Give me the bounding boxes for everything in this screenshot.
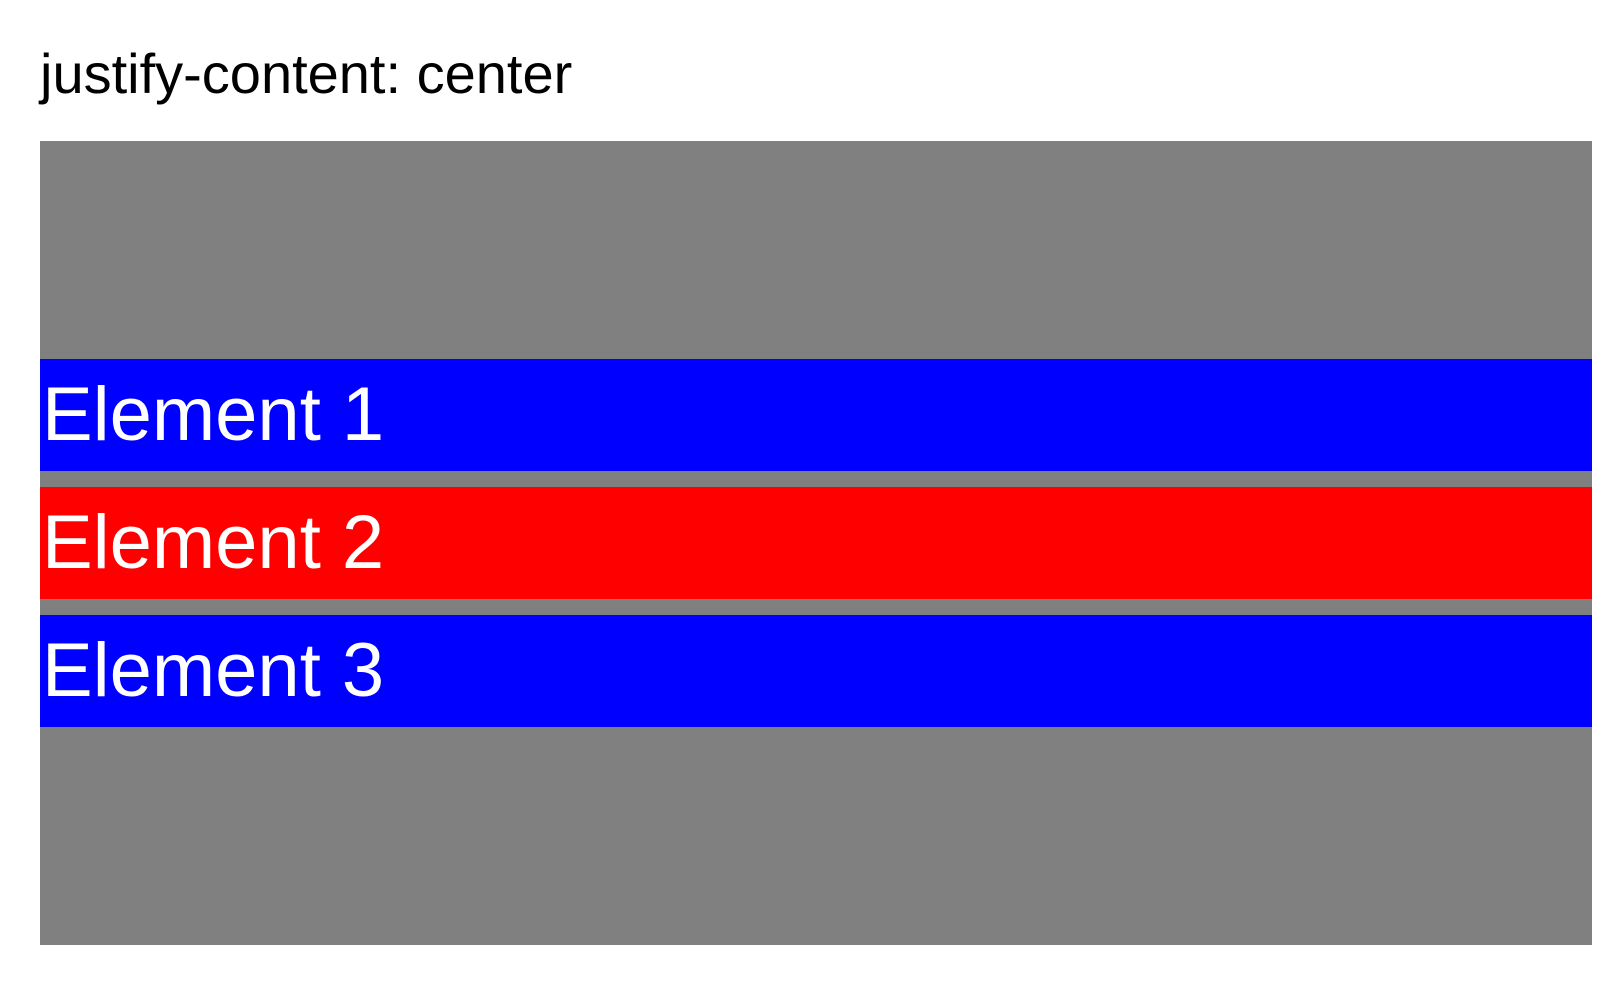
flex-item-1: Element 1 [40,359,1592,471]
page-title: justify-content: center [40,42,573,105]
flex-container: Element 1 Element 2 Element 3 [40,141,1592,945]
flex-item-2: Element 2 [40,487,1592,599]
flex-item-3: Element 3 [40,615,1592,727]
